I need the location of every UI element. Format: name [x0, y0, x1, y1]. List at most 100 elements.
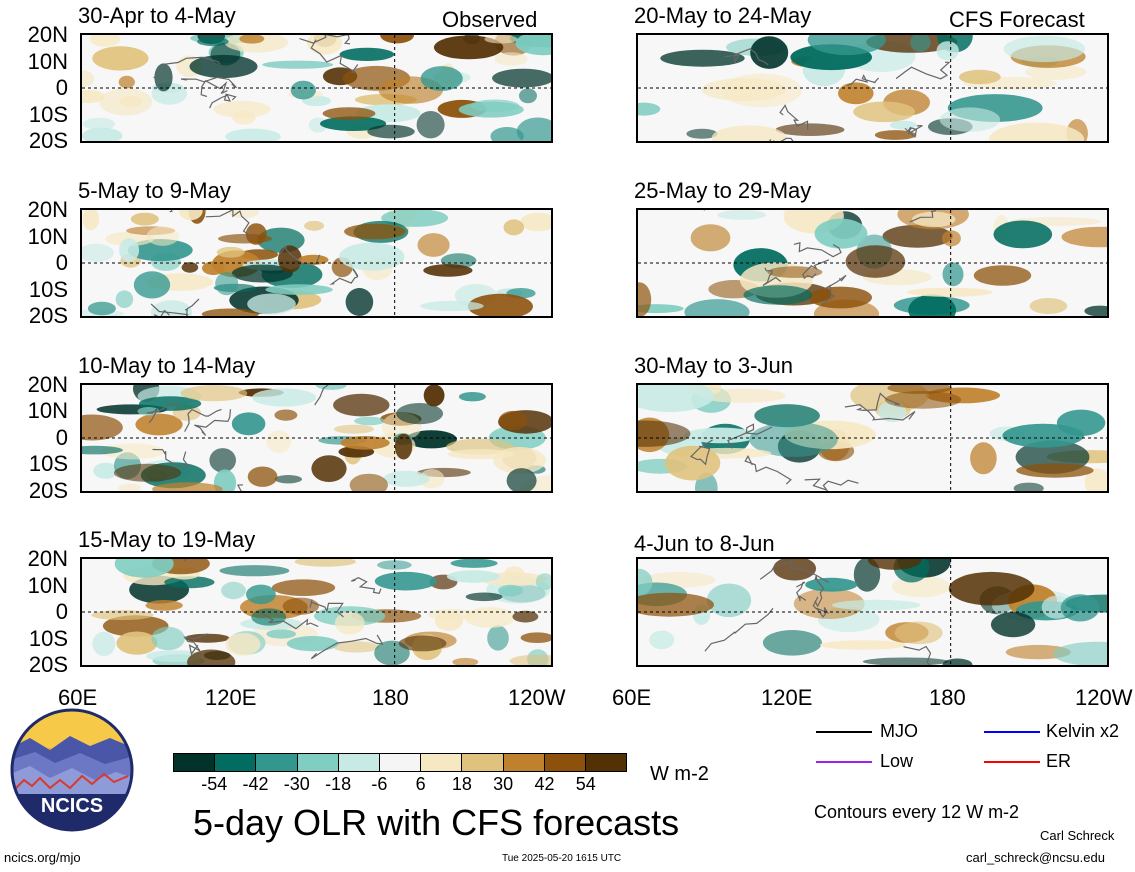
footer-url[interactable]: ncics.org/mjo: [4, 850, 81, 865]
olr-anomaly-blob: [1084, 468, 1107, 491]
coastline: [762, 267, 782, 287]
observed-label: Observed: [442, 7, 538, 32]
coastline: [153, 56, 221, 79]
colorbar-tick-label: -18: [325, 774, 352, 794]
olr-anomaly-blob: [90, 35, 121, 47]
olr-anomaly-blob: [152, 482, 223, 491]
olr-anomaly-blob: [265, 284, 333, 295]
olr-anomaly-blob: [294, 559, 356, 567]
olr-anomaly-blob: [838, 82, 874, 105]
panel-title-observed-4: 15-May to 19-May: [78, 527, 256, 552]
olr-anomaly-blob: [506, 468, 537, 491]
lat-label: 0: [55, 75, 68, 100]
contours-note: Contours every 12 W m-2: [814, 802, 1020, 822]
coastline: [329, 268, 359, 285]
olr-anomaly-blob: [1053, 641, 1107, 665]
olr-anomaly-blob: [225, 633, 261, 656]
olr-anomaly-blob: [239, 35, 265, 44]
olr-anomaly-blob: [231, 264, 293, 283]
olr-anomaly-blob: [209, 448, 236, 473]
coastline: [759, 560, 830, 584]
coastline: [351, 577, 382, 594]
footer-timestamp: Tue 2025-05-20 1615 UTC: [502, 853, 622, 864]
map-observed-1: [80, 33, 553, 143]
lat-label: 0: [55, 599, 68, 624]
olr-anomaly-blob: [262, 60, 334, 69]
olr-anomaly-blob: [494, 52, 528, 66]
lon-label-left: 120E: [205, 685, 257, 710]
olr-anomaly-blob: [184, 633, 230, 643]
legend-label-er: ER: [1046, 751, 1072, 771]
colorbar-tick-label: 54: [575, 774, 596, 794]
coastline: [855, 392, 901, 412]
map-forecast-1: [636, 33, 1109, 143]
olr-anomaly-blob: [146, 226, 179, 246]
olr-anomaly-blob: [512, 610, 539, 623]
coastline: [310, 634, 384, 660]
olr-anomaly-blob: [989, 122, 1085, 141]
olr-anomaly-blob: [814, 218, 868, 249]
olr-anomaly-blob: [304, 220, 325, 231]
olr-anomaly-blob: [380, 35, 414, 44]
olr-anomaly-blob: [948, 571, 1035, 606]
olr-anomaly-blob: [664, 445, 721, 481]
coastline: [844, 403, 916, 421]
olr-anomaly-blob: [862, 657, 949, 665]
olr-anomaly-blob: [1016, 463, 1094, 478]
olr-anomaly-blob: [218, 233, 273, 244]
olr-anomaly-blob: [894, 621, 943, 645]
olr-anomaly-blob: [882, 224, 953, 248]
coastline: [895, 61, 951, 80]
olr-anomaly-blob: [246, 584, 276, 605]
coastline: [146, 402, 180, 424]
olr-field: [82, 35, 551, 141]
lat-label: 10S: [28, 102, 68, 127]
coastline: [812, 596, 830, 618]
olr-anomaly-blob: [320, 116, 387, 131]
olr-anomaly-blob: [845, 245, 906, 278]
olr-anomaly-blob: [180, 385, 248, 402]
olr-anomaly-blob: [145, 600, 183, 611]
olr-field: [82, 559, 551, 665]
olr-anomaly-blob: [458, 101, 524, 118]
coastline: [153, 309, 170, 316]
olr-anomaly-blob: [114, 559, 174, 578]
olr-anomaly-blob: [398, 635, 447, 652]
olr-anomaly-blob: [333, 641, 380, 653]
footer-email[interactable]: carl_schreck@ncsu.edu: [966, 850, 1105, 865]
olr-anomaly-blob: [82, 127, 123, 141]
olr-anomaly-blob: [450, 559, 498, 568]
coastline: [310, 39, 359, 73]
lat-label: 20S: [28, 303, 68, 328]
olr-anomaly-blob: [118, 75, 135, 89]
coastline: [793, 242, 842, 258]
olr-anomaly-blob: [1061, 226, 1107, 248]
olr-anomaly-blob: [910, 35, 931, 52]
olr-anomaly-blob: [282, 597, 319, 615]
olr-anomaly-blob: [762, 630, 822, 656]
colorbar-swatch: [256, 754, 298, 771]
colorbar-tick-label: 6: [415, 774, 426, 794]
olr-anomaly-blob: [247, 466, 278, 487]
colorbar-tick-label: -42: [242, 774, 269, 794]
colorbar-tick-label: 30: [493, 774, 514, 794]
lon-label-right: 60E: [612, 685, 652, 710]
olr-field: [82, 210, 551, 316]
olr-anomaly-blob: [139, 396, 202, 411]
olr-anomaly-blob: [130, 212, 159, 226]
map-observed-4: [80, 557, 553, 667]
olr-anomaly-blob: [706, 583, 752, 618]
olr-anomaly-blob: [749, 421, 838, 457]
colorbar-tick-label: -54: [201, 774, 228, 794]
olr-anomaly-blob: [181, 262, 199, 273]
legend-label-low: Low: [880, 751, 914, 771]
colorbar-swatch: [544, 754, 586, 771]
olr-anomaly-blob: [178, 210, 203, 221]
olr-anomaly-blob: [520, 632, 551, 643]
coastline: [779, 104, 809, 131]
coastline: [903, 645, 932, 665]
olr-anomaly-blob: [519, 88, 537, 104]
colorbar-swatch: [503, 754, 545, 771]
olr-anomaly-blob: [339, 47, 395, 61]
coastline: [724, 48, 769, 66]
